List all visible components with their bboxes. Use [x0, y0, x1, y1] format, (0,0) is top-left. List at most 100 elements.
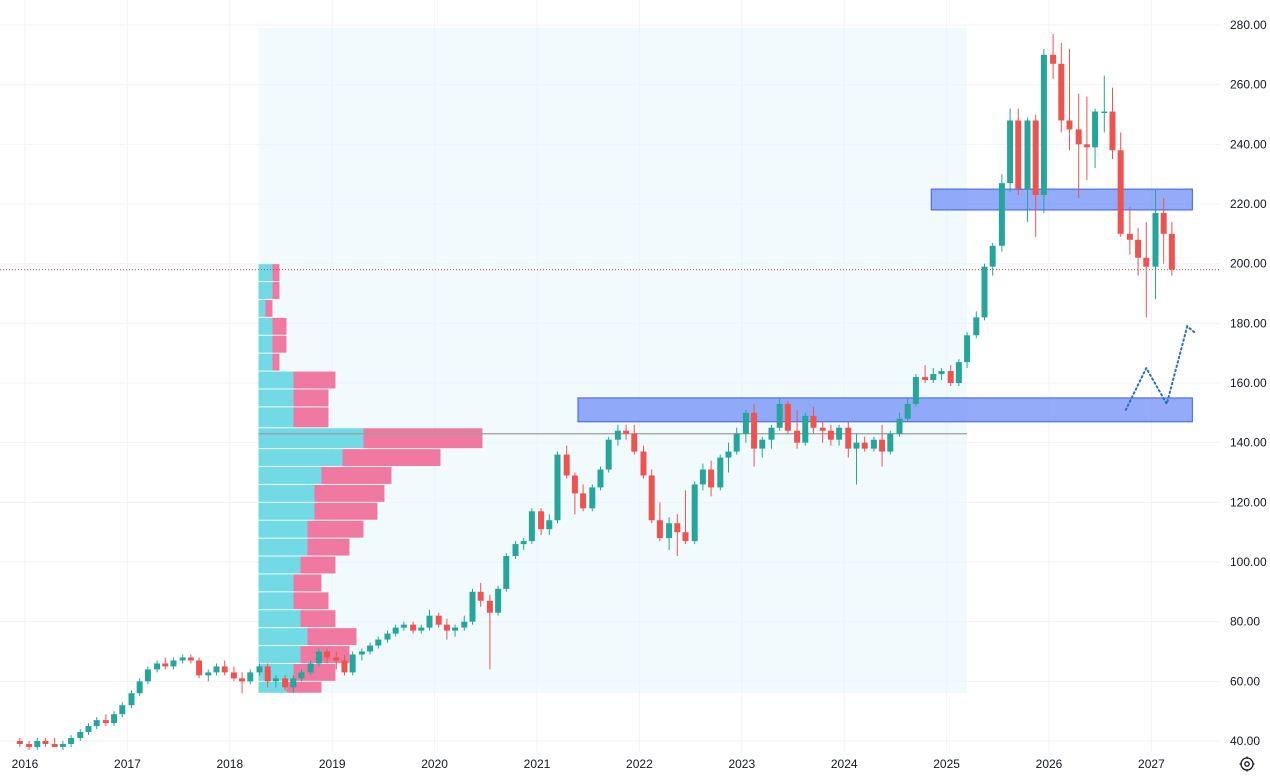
y-tick-label: 60.00	[1230, 674, 1260, 688]
y-tick-label: 100.00	[1230, 555, 1267, 569]
candle-body	[912, 377, 919, 404]
candle-body	[1126, 233, 1133, 240]
volume-profile	[258, 264, 483, 693]
y-tick-label: 80.00	[1230, 615, 1260, 629]
volume-profile-bar-down	[272, 282, 280, 299]
candle-body	[819, 427, 826, 431]
candle-body	[589, 487, 596, 509]
volume-profile-bar-up	[258, 574, 294, 592]
candle-body	[298, 672, 305, 679]
candle-body	[845, 427, 852, 449]
candle-body	[333, 657, 340, 661]
candle-body	[1083, 144, 1090, 148]
candle-body	[776, 403, 783, 428]
candle-body	[528, 511, 535, 542]
candle-body	[614, 430, 621, 440]
candle-body	[640, 451, 647, 476]
y-tick-label: 220.00	[1230, 197, 1267, 211]
candle-body	[111, 714, 118, 724]
candle-body	[239, 678, 246, 682]
candle-body	[1117, 150, 1124, 234]
volume-profile-bar-up	[258, 502, 315, 520]
candle-body	[68, 738, 75, 744]
candle-body	[51, 743, 58, 747]
candle-body	[879, 439, 886, 452]
y-axis: 40.00 60.00 80.00 100.00 120.00 140.00 160.00 1…	[1230, 18, 1267, 748]
candle-body	[717, 457, 724, 488]
candle-body	[34, 741, 41, 747]
volume-profile-bar-down	[272, 353, 280, 371]
candle-body	[810, 415, 817, 428]
x-tick-label: 2020	[421, 757, 448, 771]
volume-profile-bar-down	[293, 371, 336, 389]
candle-body	[1050, 54, 1057, 64]
volume-profile-bar-down	[342, 449, 441, 467]
volume-profile-bar-up	[258, 282, 273, 299]
x-tick-label: 2022	[626, 757, 653, 771]
candle-body	[42, 741, 49, 744]
candle-body	[187, 657, 194, 661]
candle-body	[1066, 120, 1073, 130]
volume-profile-bar-up	[258, 610, 301, 628]
candle-body	[1135, 239, 1142, 258]
volume-profile-bar-up	[258, 449, 343, 467]
candle-body	[375, 639, 382, 646]
zones	[577, 188, 1193, 423]
candle-body	[495, 588, 502, 613]
candle-body	[1024, 120, 1031, 190]
y-tick-label: 200.00	[1230, 257, 1267, 271]
candle-body	[486, 600, 493, 613]
candle-body	[59, 743, 66, 747]
candle-body	[349, 654, 356, 673]
projection-path	[1124, 324, 1196, 411]
candles	[16, 33, 1175, 750]
candle-body	[16, 741, 23, 744]
volume-profile-bar-up	[258, 264, 273, 282]
candle-body	[221, 666, 228, 673]
candle-body	[725, 451, 732, 458]
candle-body	[461, 621, 468, 628]
candle-body	[136, 681, 143, 694]
candle-body	[1160, 212, 1167, 234]
candle-body	[264, 666, 271, 682]
candle-body	[1152, 212, 1159, 267]
candle-body	[102, 720, 109, 724]
volume-profile-bar-down	[286, 681, 322, 693]
candle-body	[367, 645, 374, 652]
candle-body	[1007, 120, 1014, 184]
volume-profile-bar-down	[314, 502, 378, 520]
candle-body	[247, 672, 254, 682]
candle-body	[699, 469, 706, 485]
zone-1	[577, 397, 1193, 423]
candle-body	[144, 669, 151, 682]
x-tick-label: 2016	[12, 757, 39, 771]
y-tick-label: 140.00	[1230, 436, 1267, 450]
candle-body	[358, 651, 365, 655]
settings-icon[interactable]	[1238, 755, 1256, 773]
volume-profile-bar-down	[272, 317, 287, 335]
volume-profile-bar-down	[293, 592, 329, 610]
y-tick-label: 240.00	[1230, 137, 1267, 151]
volume-profile-bar-up	[258, 520, 308, 538]
candle-body	[751, 412, 758, 449]
volume-profile-bar-up	[258, 371, 294, 389]
candle-body	[794, 430, 801, 443]
volume-profile-bar-down	[293, 407, 329, 428]
volume-profile-bar-up	[258, 353, 273, 371]
candle-body	[802, 415, 809, 443]
volume-profile-bar-down	[272, 335, 287, 353]
candle-body	[989, 245, 996, 267]
x-tick-label: 2019	[319, 757, 346, 771]
x-tick-label: 2027	[1138, 757, 1165, 771]
volume-profile-bar-down	[272, 264, 280, 282]
volume-profile-bar-up	[258, 484, 315, 502]
candle-body	[469, 591, 476, 622]
candle-body	[922, 377, 929, 381]
candle-body	[324, 651, 331, 658]
candle-body	[708, 469, 715, 488]
volume-profile-bar-down	[321, 467, 392, 484]
candle-body	[768, 427, 775, 440]
candle-body	[272, 678, 279, 682]
candle-body	[384, 633, 391, 640]
